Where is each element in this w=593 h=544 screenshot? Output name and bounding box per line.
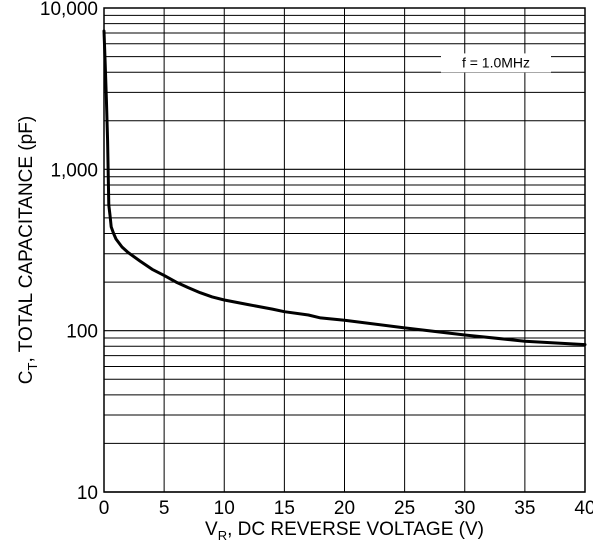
y-tick-label: 1,000 <box>50 160 98 181</box>
x-tick-label: 35 <box>514 498 535 519</box>
x-tick-label: 15 <box>274 498 295 519</box>
x-tick-label: 5 <box>159 498 170 519</box>
x-tick-label: 20 <box>334 498 355 519</box>
x-tick-labels: 0 5 10 15 20 25 30 35 40 <box>99 498 593 519</box>
x-tick-label: 0 <box>99 498 110 519</box>
frequency-annotation: f = 1.0MHz <box>462 54 530 70</box>
y-tick-label: 10 <box>77 483 98 504</box>
plot-frame <box>103 7 586 493</box>
grid <box>103 8 586 493</box>
x-tick-label: 10 <box>214 498 235 519</box>
y-tick-label: 100 <box>66 322 98 343</box>
annotation-box: f = 1.0MHz <box>441 53 551 73</box>
y-tick-label: 10,000 <box>40 0 98 20</box>
x-tick-label: 40 <box>574 498 593 519</box>
series-line <box>102 29 587 347</box>
y-tick-labels: 10 100 1,000 10,000 <box>40 0 98 504</box>
x-tick-label: 30 <box>454 498 475 519</box>
y-axis-title: CT, TOTAL CAPACITANCE (pF) <box>16 116 40 384</box>
x-axis-title: VR, DC REVERSE VOLTAGE (V) <box>205 519 484 543</box>
x-tick-label: 25 <box>394 498 415 519</box>
